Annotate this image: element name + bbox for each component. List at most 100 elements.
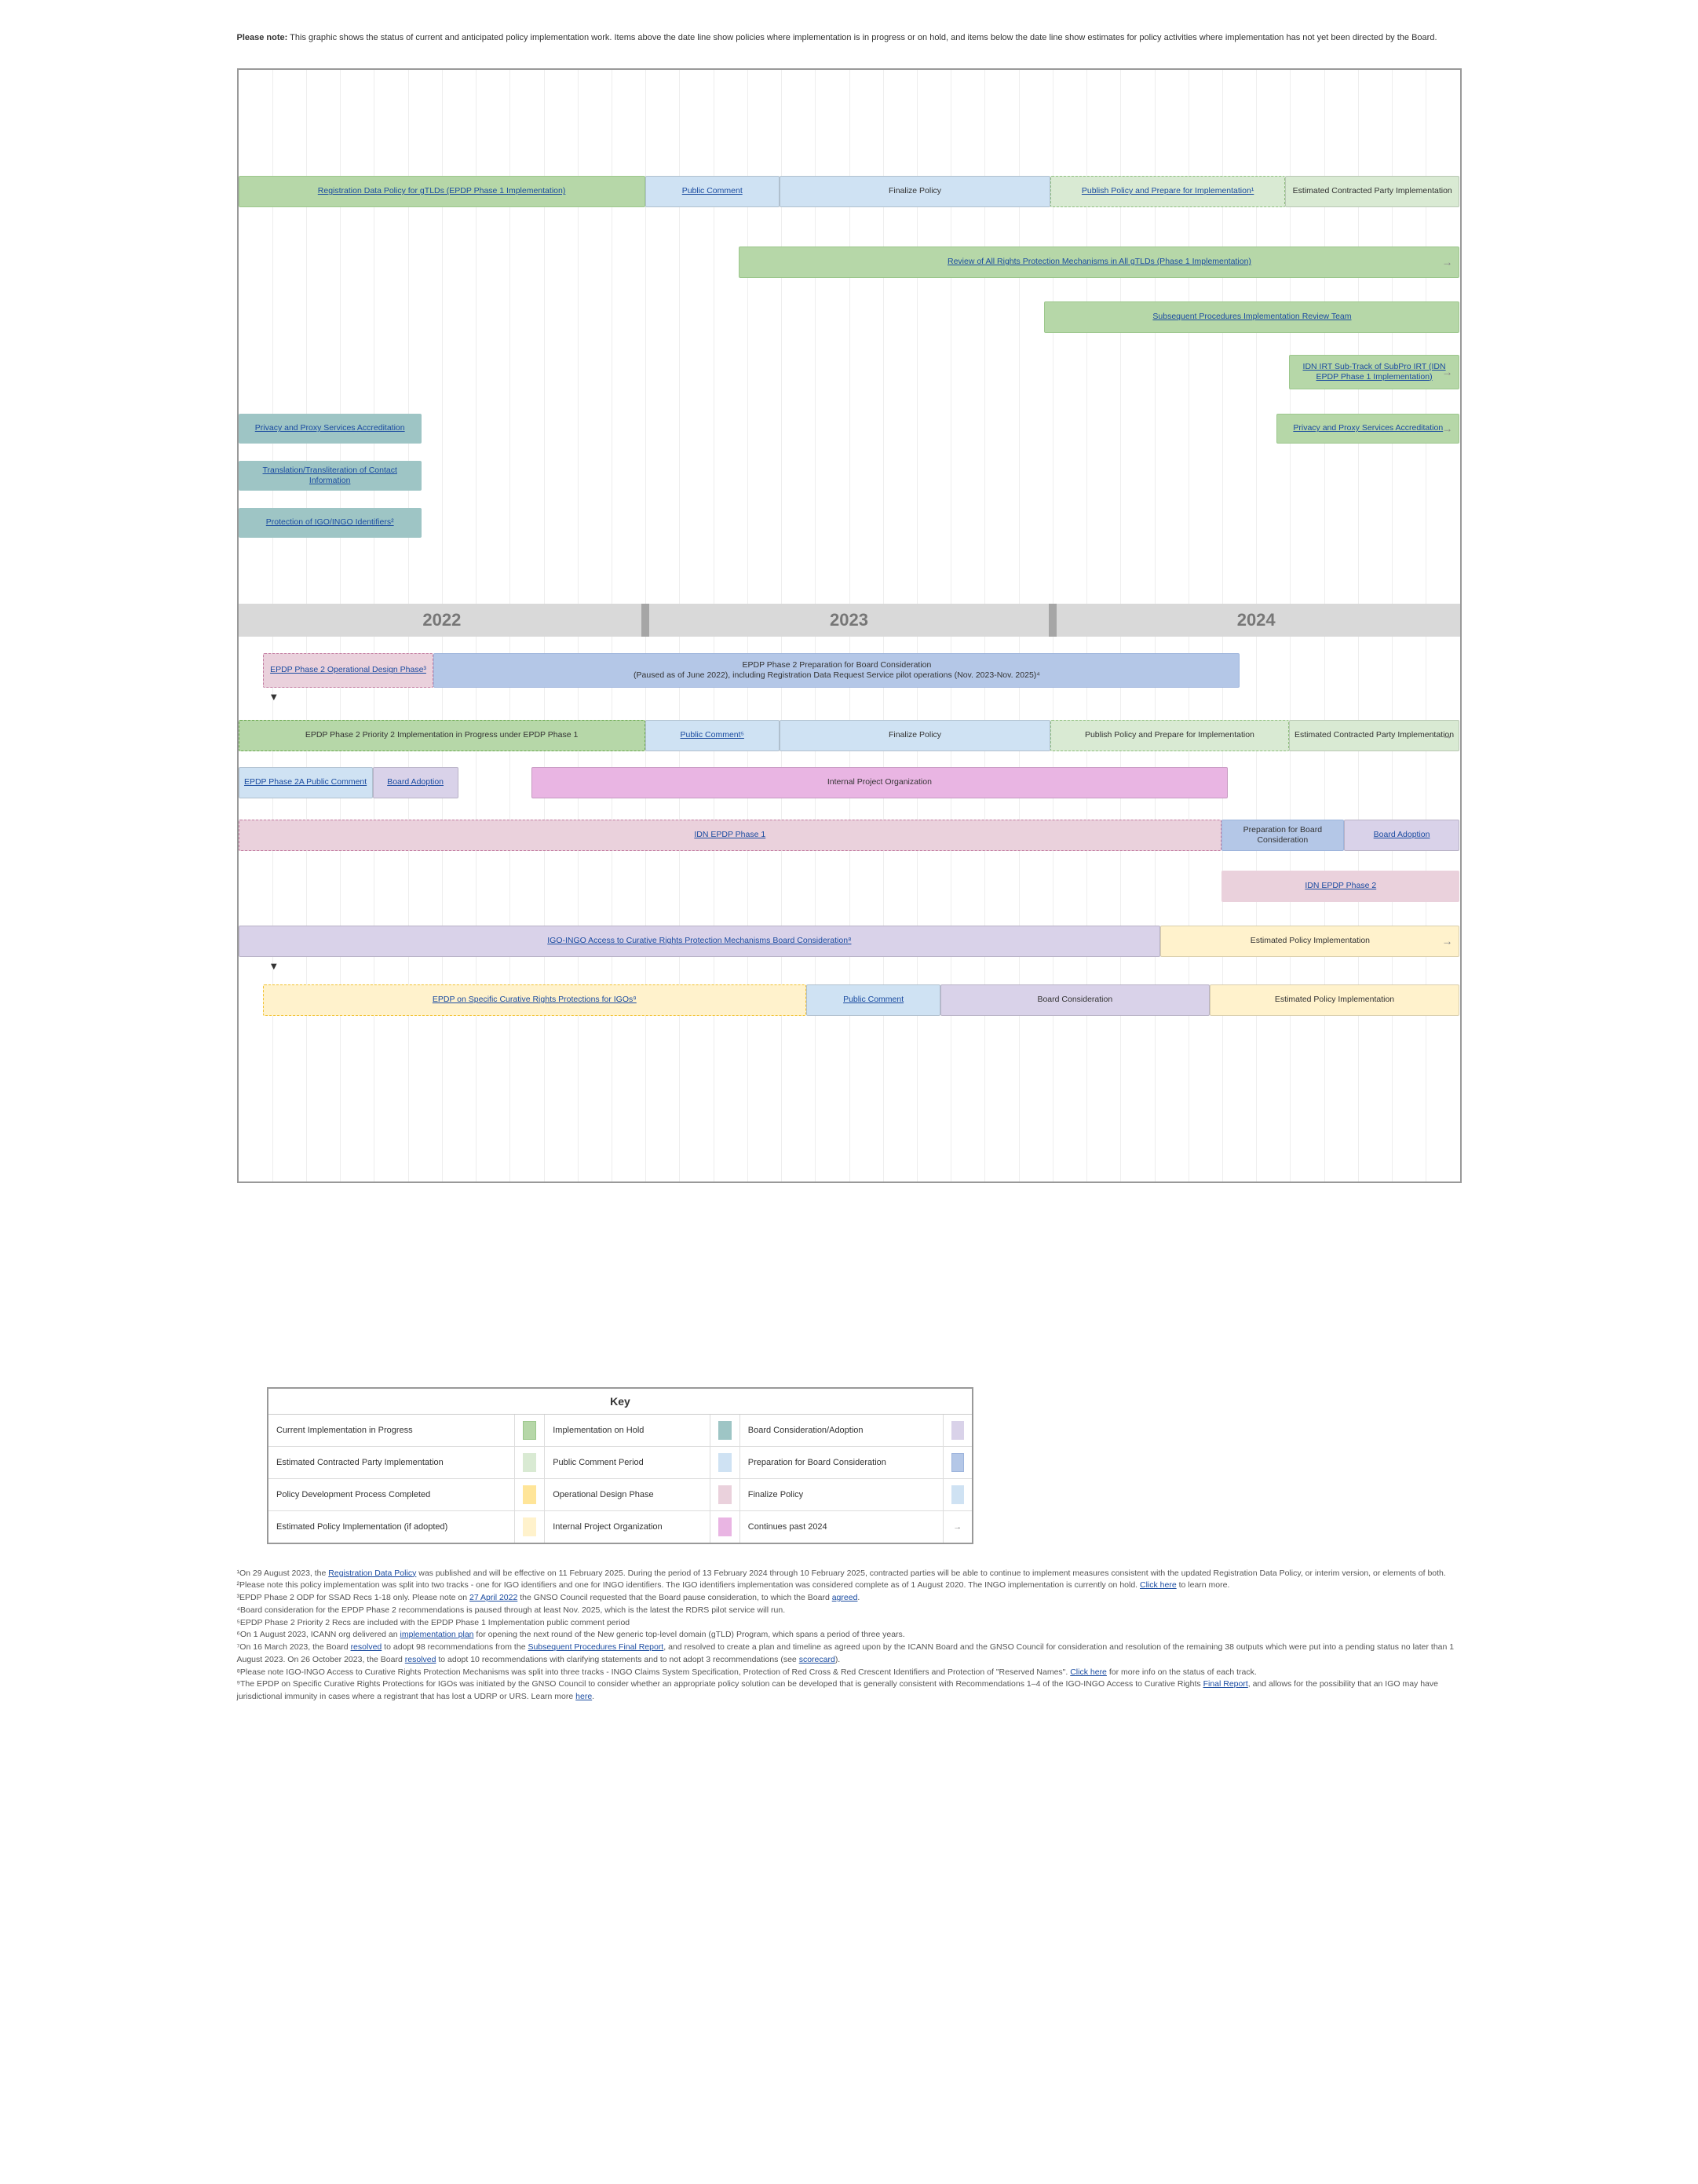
gantt-bar: Estimated Policy Implementation	[1210, 984, 1460, 1016]
gantt-bar[interactable]: IDN EPDP Phase 2	[1221, 871, 1459, 902]
bar-link[interactable]: Public Comment	[843, 995, 904, 1005]
gantt-bar[interactable]: Registration Data Policy for gTLDs (EPDP…	[239, 176, 645, 207]
gantt-bar[interactable]: Public Comment⁵	[645, 720, 780, 751]
gantt-bar: Finalize Policy	[780, 176, 1050, 207]
legend-label: Policy Development Process Completed	[268, 1478, 515, 1510]
year-divider	[641, 604, 649, 637]
legend-label: Implementation on Hold	[545, 1414, 710, 1446]
bar-link[interactable]: IDN EPDP Phase 2	[1305, 881, 1376, 891]
timeline: 202220232024	[239, 604, 1460, 637]
gantt-bar: Estimated Policy Implementation→	[1160, 926, 1459, 957]
bar-link[interactable]: IDN EPDP Phase 1	[694, 830, 765, 840]
timeline-year: 2023	[645, 604, 1053, 637]
legend-swatch	[943, 1414, 973, 1446]
legend-swatch	[710, 1478, 739, 1510]
bar-link[interactable]: Board Adoption	[1374, 830, 1430, 840]
bar-label: Estimated Contracted Party Implementatio…	[1293, 186, 1452, 196]
legend-label: Internal Project Organization	[545, 1510, 710, 1543]
gantt-bar[interactable]: IDN EPDP Phase 1	[239, 820, 1222, 851]
bar-label: Estimated Policy Implementation	[1275, 995, 1394, 1005]
gantt-bar[interactable]: Privacy and Proxy Services Accreditation	[239, 414, 422, 444]
bar-link[interactable]: Subsequent Procedures Implementation Rev…	[1152, 312, 1351, 322]
gantt-bar[interactable]: Board Adoption	[373, 767, 458, 798]
continues-arrow-icon: →	[1441, 422, 1452, 435]
bar-label: Internal Project Organization	[827, 777, 932, 787]
legend-swatch	[515, 1478, 545, 1510]
down-arrow-icon: ▼	[268, 691, 279, 703]
gantt-bar: Estimated Contracted Party Implementatio…	[1289, 720, 1460, 751]
bar-link[interactable]: Translation/Transliteration of Contact I…	[243, 466, 417, 485]
year-divider	[1049, 604, 1057, 637]
bar-label: Publish Policy and Prepare for Implement…	[1085, 730, 1254, 740]
bar-link[interactable]: Protection of IGO/INGO Identifiers²	[266, 517, 394, 528]
bar-label: Finalize Policy	[889, 186, 941, 196]
gantt-bar[interactable]: Privacy and Proxy Services Accreditation…	[1276, 414, 1459, 444]
legend-swatch	[515, 1446, 545, 1478]
legend-swatch	[710, 1510, 739, 1543]
bar-link[interactable]: Publish Policy and Prepare for Implement…	[1082, 186, 1254, 196]
note-text: This graphic shows the status of current…	[287, 33, 1437, 42]
down-arrow-icon: ▼	[268, 960, 279, 972]
gantt-bar[interactable]: Review of All Rights Protection Mechanis…	[739, 247, 1459, 278]
bar-link[interactable]: IGO-INGO Access to Curative Rights Prote…	[547, 936, 851, 946]
bar-link[interactable]: Registration Data Policy for gTLDs (EPDP…	[318, 186, 566, 196]
please-note: Please note: This graphic shows the stat…	[237, 31, 1462, 45]
legend-swatch	[515, 1510, 545, 1543]
timeline-year: 2022	[239, 604, 646, 637]
bar-label: Finalize Policy	[889, 730, 941, 740]
bar-link[interactable]: EPDP Phase 2A Public Comment	[244, 777, 367, 787]
gantt-bar: EPDP Phase 2 Preparation for Board Consi…	[433, 653, 1240, 688]
gantt-bar[interactable]: EPDP Phase 2A Public Comment	[239, 767, 373, 798]
bar-label: Preparation for Board Consideration	[1227, 825, 1338, 845]
gantt-bar: EPDP Phase 2 Priority 2 Implementation i…	[239, 720, 645, 751]
footnote: ⁵EPDP Phase 2 Priority 2 Recs are includ…	[237, 1617, 1462, 1630]
legend-table: Key Current Implementation in ProgressIm…	[267, 1387, 973, 1544]
note-bold: Please note:	[237, 33, 288, 42]
legend-label: Preparation for Board Consideration	[739, 1446, 943, 1478]
gantt-bar[interactable]: IGO-INGO Access to Curative Rights Prote…	[239, 926, 1161, 957]
gantt-bar[interactable]: Publish Policy and Prepare for Implement…	[1050, 176, 1285, 207]
bar-link[interactable]: Public Comment	[682, 186, 743, 196]
legend-label: Board Consideration/Adoption	[739, 1414, 943, 1446]
legend-label: Estimated Contracted Party Implementatio…	[268, 1446, 515, 1478]
gantt-bar[interactable]: Public Comment	[806, 984, 940, 1016]
gantt-bar[interactable]: Subsequent Procedures Implementation Rev…	[1044, 301, 1459, 333]
gantt-bar[interactable]: IDN IRT Sub-Track of SubPro IRT (IDN EPD…	[1289, 355, 1460, 389]
footnote: ⁶On 1 August 2023, ICANN org delivered a…	[237, 1629, 1462, 1642]
bar-link[interactable]: EPDP on Specific Curative Rights Protect…	[433, 995, 637, 1005]
bar-link[interactable]: Review of All Rights Protection Mechanis…	[948, 257, 1251, 267]
legend-label: Estimated Policy Implementation (if adop…	[268, 1510, 515, 1543]
legend-swatch	[710, 1414, 739, 1446]
timeline-year: 2024	[1053, 604, 1460, 637]
bar-link[interactable]: Privacy and Proxy Services Accreditation	[255, 423, 405, 433]
legend-label: Current Implementation in Progress	[268, 1414, 515, 1446]
continues-arrow-icon: →	[1441, 255, 1452, 268]
legend-label: Operational Design Phase	[545, 1478, 710, 1510]
gantt-bar[interactable]: Board Adoption	[1344, 820, 1460, 851]
gantt-bar: Board Consideration	[940, 984, 1209, 1016]
gantt-bar[interactable]: Public Comment	[645, 176, 780, 207]
bar-label: EPDP Phase 2 Priority 2 Implementation i…	[305, 730, 578, 740]
bar-link[interactable]: IDN IRT Sub-Track of SubPro IRT (IDN EPD…	[1294, 362, 1455, 382]
gantt-bar: Finalize Policy	[780, 720, 1050, 751]
bar-link[interactable]: EPDP Phase 2 Operational Design Phase³	[270, 665, 426, 675]
bar-link[interactable]: Board Adoption	[387, 777, 444, 787]
bar-link[interactable]: Privacy and Proxy Services Accreditation	[1293, 423, 1443, 433]
footnote: ⁷On 16 March 2023, the Board resolved to…	[237, 1642, 1462, 1667]
gantt-bar[interactable]: EPDP Phase 2 Operational Design Phase³	[263, 653, 434, 688]
gantt-bar[interactable]: Translation/Transliteration of Contact I…	[239, 461, 422, 491]
footnote: ⁸Please note IGO-INGO Access to Curative…	[237, 1667, 1462, 1679]
legend-label: Continues past 2024	[739, 1510, 943, 1543]
legend-swatch	[943, 1446, 973, 1478]
legend-swatch	[943, 1478, 973, 1510]
continues-arrow-icon: →	[1441, 729, 1452, 742]
continues-arrow-icon: →	[1441, 934, 1452, 948]
footnote: ²Please note this policy implementation …	[237, 1580, 1462, 1592]
footnote: ³EPDP Phase 2 ODP for SSAD Recs 1-18 onl…	[237, 1592, 1462, 1605]
gantt-bar[interactable]: Protection of IGO/INGO Identifiers²	[239, 508, 422, 538]
legend-label: Finalize Policy	[739, 1478, 943, 1510]
bar-link[interactable]: Public Comment⁵	[681, 730, 744, 740]
gantt-bar[interactable]: EPDP on Specific Curative Rights Protect…	[263, 984, 806, 1016]
legend-swatch: →	[943, 1510, 973, 1543]
bar-label: EPDP Phase 2 Preparation for Board Consi…	[634, 660, 1040, 680]
